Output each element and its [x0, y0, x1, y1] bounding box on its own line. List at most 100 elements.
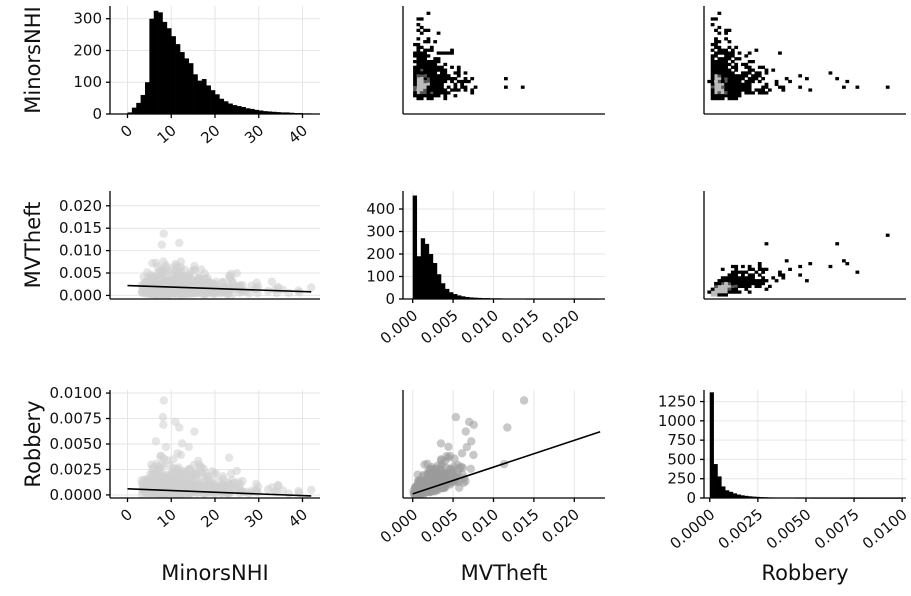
density-cell: [717, 68, 722, 72]
histogram-bar: [420, 238, 426, 299]
density-cell: [724, 51, 728, 55]
density-cell: [463, 85, 468, 89]
scatter-point: [148, 464, 157, 474]
density-cell: [426, 94, 431, 98]
density-cell: [436, 79, 441, 84]
density-cell: [456, 79, 461, 84]
density-cell: [710, 68, 715, 72]
density-cell: [717, 25, 722, 30]
density-cell: [741, 74, 745, 78]
scatter-point: [458, 463, 468, 473]
density-cell: [734, 45, 739, 50]
density-cell: [781, 276, 786, 280]
density-cell: [426, 40, 431, 44]
density-cell: [440, 85, 444, 89]
scatter-point: [157, 487, 167, 497]
density-cell: [737, 281, 742, 286]
density-cell: [724, 293, 728, 297]
density-cell: [734, 284, 739, 289]
density-cell: [436, 88, 441, 92]
density-cell: [416, 71, 421, 75]
histogram-bar: [709, 392, 714, 498]
density-cell: [423, 68, 427, 72]
density-cell: [714, 42, 718, 47]
density-cell: [419, 31, 424, 35]
histogram-bar: [223, 101, 229, 114]
density-cell: [727, 94, 732, 98]
density-cell: [751, 60, 755, 64]
density-cell: [423, 65, 427, 69]
density-cell: [724, 31, 728, 35]
density-cell: [727, 28, 732, 32]
density-cell: [781, 273, 786, 277]
density-cell: [727, 281, 732, 286]
scatter-point: [159, 420, 168, 429]
scatter-point: [252, 278, 261, 287]
density-cell: [710, 23, 715, 27]
density-cell: [754, 74, 759, 78]
density-cell: [764, 279, 769, 283]
scatter-point: [226, 469, 236, 478]
density-cell: [744, 79, 749, 84]
density-cell: [751, 74, 755, 78]
density-cell: [737, 85, 742, 89]
y-tick-label: 0.0100: [50, 384, 103, 402]
density-cell: [470, 77, 475, 81]
scatter-point: [213, 483, 223, 493]
y-tick-label: 0.020: [59, 197, 102, 215]
scatter-point: [186, 267, 196, 276]
density-cell: [413, 82, 417, 86]
density-cell: [764, 82, 769, 86]
density-cell: [423, 60, 427, 64]
density-cell: [440, 79, 444, 84]
scatter-point: [469, 450, 478, 460]
density-cell: [433, 82, 438, 86]
density-cell: [741, 284, 745, 289]
density-cell: [730, 273, 735, 277]
density-cell: [413, 79, 417, 84]
density-cell: [717, 88, 722, 92]
histogram-bar: [740, 495, 745, 498]
density-cell: [727, 62, 732, 67]
density-cell: [436, 85, 441, 89]
density-cell: [757, 281, 762, 286]
density-cell: [747, 88, 752, 92]
density-cell: [429, 74, 434, 78]
density-cell: [757, 273, 762, 277]
density-cell: [737, 91, 742, 95]
scatter-point: [177, 439, 187, 448]
scatter-point: [197, 265, 206, 274]
density-cell: [426, 60, 431, 64]
density-cell: [433, 57, 438, 61]
density-cell: [707, 79, 712, 84]
scatter-point: [267, 277, 277, 286]
histogram-bar: [258, 110, 264, 114]
density-cell: [744, 62, 749, 67]
density-cell: [416, 17, 421, 21]
density-cell: [737, 279, 742, 283]
density-cell: [744, 281, 749, 286]
density-cell: [727, 45, 732, 50]
y-tick-label: 0.010: [59, 242, 102, 260]
density-cell: [717, 45, 722, 50]
scatter-point: [307, 485, 316, 495]
density-cell: [717, 48, 722, 52]
histogram-bar: [416, 256, 422, 299]
density-cell: [433, 68, 438, 72]
density-cell: [429, 82, 434, 86]
density-cell: [413, 51, 417, 55]
density-cell: [450, 77, 454, 81]
density-cell: [413, 54, 417, 58]
density-cell: [710, 96, 715, 101]
y-axis-title: MinorsNHI: [21, 6, 45, 113]
density-cell: [724, 276, 728, 280]
density-cell: [714, 68, 718, 72]
density-cell: [720, 71, 725, 75]
scatter-point: [433, 477, 442, 486]
scatter-point: [431, 486, 440, 495]
density-cell: [423, 71, 427, 75]
density-cell: [460, 79, 464, 84]
histogram-bar: [732, 493, 738, 498]
density-cell: [710, 54, 715, 58]
density-cell: [734, 57, 739, 61]
